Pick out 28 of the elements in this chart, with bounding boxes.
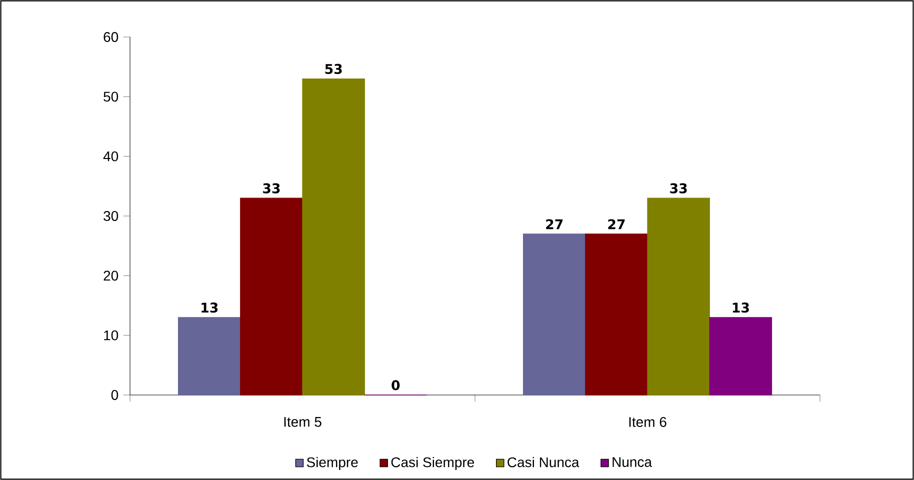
data-label: 13 (732, 302, 749, 313)
legend-label: Casi Nunca (508, 456, 580, 468)
legend-label: Siempre (306, 456, 358, 470)
y-tick-label: 60 (104, 32, 118, 42)
x-tick-label: Item 6 (629, 417, 666, 427)
data-label: 27 (546, 219, 563, 230)
data-label: 13 (202, 302, 218, 313)
bar (178, 317, 241, 396)
data-label: 33 (263, 183, 280, 194)
y-tick-label: 40 (103, 151, 118, 162)
y-tick-label: 0 (111, 390, 118, 400)
bar (709, 317, 772, 396)
data-label: 33 (670, 183, 687, 194)
data-label: 0 (392, 380, 400, 390)
legend-label: Nunca (612, 457, 652, 467)
y-tick-label: 20 (104, 270, 118, 281)
bar (647, 198, 710, 396)
bar (240, 198, 303, 396)
y-tick-label: 30 (104, 211, 118, 221)
x-tick-label: Item 5 (284, 417, 322, 427)
bar (522, 234, 586, 396)
legend-label: Casi Siempre (391, 456, 474, 470)
y-tick-label: 10 (104, 330, 118, 340)
y-tick-label: 50 (104, 92, 118, 102)
data-label: 53 (325, 64, 342, 74)
data-label: 27 (608, 219, 625, 230)
bar (302, 78, 365, 396)
bar (585, 234, 648, 396)
